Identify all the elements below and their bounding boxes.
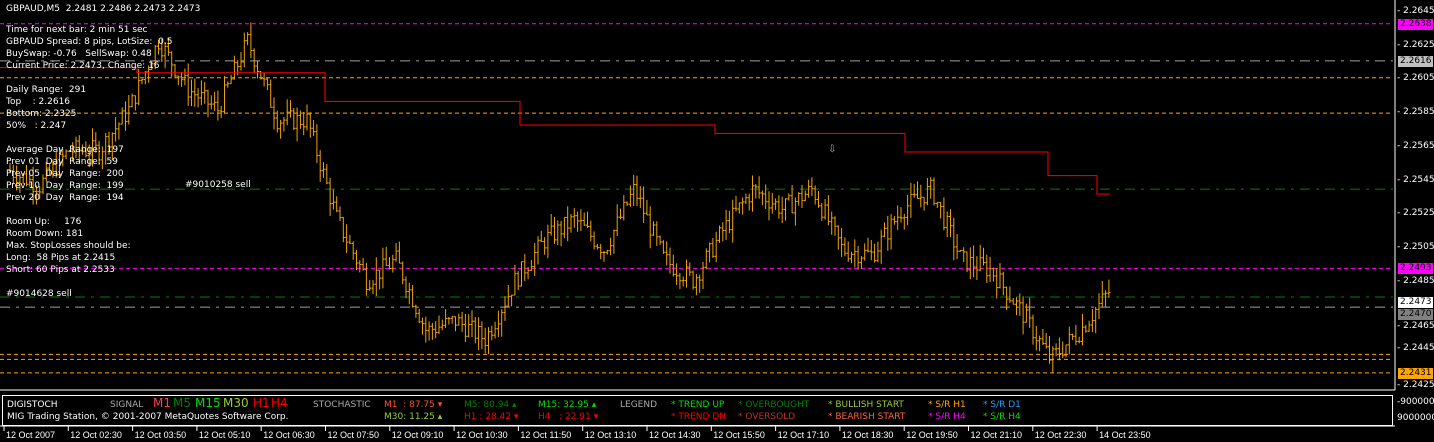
info-line [6,204,172,216]
info-line: Bottom: 2.2325 [6,109,77,119]
x-tick-label: 12 Oct 14:30 [649,430,701,440]
legend-item: * S/R D1 [983,400,1021,410]
daily-range-line [0,67,1110,195]
info-line: Daily Range: 291 [6,85,87,95]
arrow-marker-icon: ⇩ [828,144,836,155]
legend-label: LEGEND [620,400,658,410]
digistoch-panel: DIGISTOCH MIG Trading Station, © 2001-200… [2,395,1393,426]
stoch-value: M5: 80.94 ▴ [464,400,517,410]
signal-label: SIGNAL [110,400,144,410]
info-panel: Time for next bar: 2 min 51 sec GBPAUD Sp… [6,24,172,300]
x-tick-label: 12 Oct 07:50 [327,430,380,440]
price-label: 2.2470 [1398,309,1433,321]
legend-item: * OVERBOUGHT [738,400,810,410]
x-tick-label: 12 Oct 2007 [6,430,56,440]
price-label: 2.2431 [1398,367,1433,379]
signal-h1: H1 [253,396,270,410]
x-tick-label: 12 Oct 18:30 [841,430,894,440]
info-line: Long: 58 Pips at 2.2415 [6,253,116,263]
x-tick-label: 12 Oct 21:10 [970,430,1023,440]
y-tick-label: - 2.2525 [1397,208,1434,219]
x-tick-label: 12 Oct 22:30 [1034,430,1087,440]
legend-item: * S/R H4 [983,412,1021,422]
info-line [6,72,172,84]
info-line: Time for next bar: 2 min 51 sec [6,25,148,35]
y-tick-label: - 2.2605 [1397,73,1434,84]
order-label: #9010258 sell [185,180,251,190]
stoch-value: M1 : 87.75 ▾ [384,400,443,410]
y-tick-label: - 2.2545 [1397,174,1434,185]
info-line: GBPAUD Spread: 8 pips, LotSize: 0.5 [6,37,173,47]
info-line: Prev 20 Day Range: 194 [6,193,124,203]
x-tick-label: 12 Oct 05:10 [198,430,251,440]
x-tick-label: 14 Oct 23:50 [1099,430,1151,440]
signal-h4: H4 [271,396,288,410]
y-tick-label: - 2.2625 [1397,39,1434,50]
info-line: 50% : 2.247 [6,121,67,131]
legend-item: * S/R H4 [928,412,966,422]
info-line: BuySwap: -0.76 SellSwap: 0.48 [6,49,152,59]
info-line: Short: 60 Pips at 2.2533 [6,265,115,275]
y-tick-label: - 2.2425 [1397,379,1434,390]
legend-item: * OVERSOLD [738,412,796,422]
stoch-value: H4 : 22.91 ▾ [538,412,599,422]
x-tick-label: 12 Oct 11:50 [520,430,572,440]
x-tick-label: 12 Oct 13:10 [584,430,637,440]
chart-title: GBPAUD,M5 2.2481 2.2486 2.2473 2.2473 [6,4,201,14]
signal-m30: M30 [223,396,249,410]
stoch-value: H1 : 28.42 ▾ [464,412,519,422]
y-tick-label: - 2.2445 [1397,343,1434,354]
y-tick-label: - 2.2505 [1397,242,1434,253]
y-tick-label: - 2.2485 [1397,275,1434,286]
price-label: 2.2638 [1398,18,1433,30]
info-line: Max. StopLosses should be: [6,241,131,251]
stoch-axis-top: -9000000 [1397,397,1434,407]
y-tick-label: - 2.2565 [1397,140,1434,151]
legend-item: * BEARISH START [828,412,906,422]
x-tick-label: 12 Oct 15:50 [713,430,765,440]
stochastic-label: STOCHASTIC [313,400,371,410]
copyright: MIG Trading Station, © 2001-2007 MetaQuo… [7,412,289,422]
x-tick-label: 12 Oct 10:30 [456,430,508,440]
info-line: Prev 05 Day Range: 200 [6,169,124,179]
x-tick-label: 12 Oct 19:50 [906,430,958,440]
legend-item: * S/R H1 [928,400,966,410]
info-line: #9014628 sell [6,289,72,299]
stoch-axis-bottom: 9000000 [1397,413,1434,423]
legend-item: * TREND DN [671,412,726,422]
price-label: 2.2616 [1398,55,1433,67]
signal-m5: M5 [173,396,191,410]
x-tick-label: 12 Oct 02:30 [70,430,122,440]
price-label: 2.2473 [1398,297,1433,309]
legend-item: * TREND UP [671,400,725,410]
y-tick-label: - 2.2585 [1397,107,1434,118]
info-line: Top : 2.2616 [6,97,71,107]
indicator-name: DIGISTOCH [7,400,58,410]
x-tick-label: 12 Oct 09:10 [391,430,444,440]
info-line: Room Up: 176 [6,217,82,227]
info-line: Average Day Range: 197 [6,145,124,155]
info-line [6,132,172,144]
info-line: Room Down: 181 [6,229,84,239]
y-tick-label: - 2.2645 [1397,6,1434,16]
x-tick-label: 12 Oct 06:30 [263,430,315,440]
x-tick-label: 12 Oct 03:50 [134,430,187,440]
y-tick-label: - 2.2465 [1397,321,1434,332]
price-label: 2.2493 [1398,263,1433,275]
stoch-value: M15: 32.95 ▴ [538,400,597,410]
info-line: Prev 10 Day Range: 199 [6,181,124,191]
signal-m1: M1 [153,396,171,410]
info-line [6,276,172,288]
x-tick-label: 12 Oct 17:10 [777,430,830,440]
legend-item: * BULLISH START [828,400,904,410]
info-line: Current Price: 2.2473, Change: 16 [6,61,160,71]
info-line: Prev 01 Day Range: 59 [6,157,118,167]
signal-m15: M15 [195,396,221,410]
stoch-value: M30: 11.25 ▴ [384,412,443,422]
